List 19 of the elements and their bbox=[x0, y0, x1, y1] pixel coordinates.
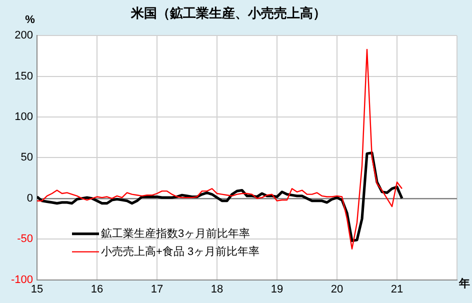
x-tick-label: 21 bbox=[390, 283, 404, 296]
y-tick-label: 200 bbox=[14, 30, 33, 42]
x-axis-title: 年 bbox=[458, 277, 470, 290]
x-tick-label: 18 bbox=[210, 283, 224, 296]
y-tick-label: -100 bbox=[10, 274, 33, 286]
y-tick-label: 0 bbox=[26, 192, 33, 204]
x-tick-label: 15 bbox=[30, 283, 44, 296]
legend-label: 鉱工業生産指数3ヶ月前比年率 bbox=[101, 226, 250, 240]
y-tick-label: 100 bbox=[14, 111, 33, 124]
x-tick-label: 19 bbox=[270, 283, 284, 296]
y-tick-label: 50 bbox=[20, 152, 33, 164]
legend-label: 小売売上高+食品 3ヶ月前比年率 bbox=[101, 244, 260, 258]
chart-title: 米国（鉱工業生産、小売売上高） bbox=[130, 5, 326, 20]
x-tick-label: 20 bbox=[330, 283, 344, 296]
y-tick-label: -50 bbox=[17, 233, 33, 246]
x-tick-label: 16 bbox=[90, 283, 104, 296]
y-axis-title: % bbox=[25, 14, 36, 26]
x-tick-label: 17 bbox=[150, 283, 164, 296]
y-tick-label: 150 bbox=[14, 70, 33, 82]
